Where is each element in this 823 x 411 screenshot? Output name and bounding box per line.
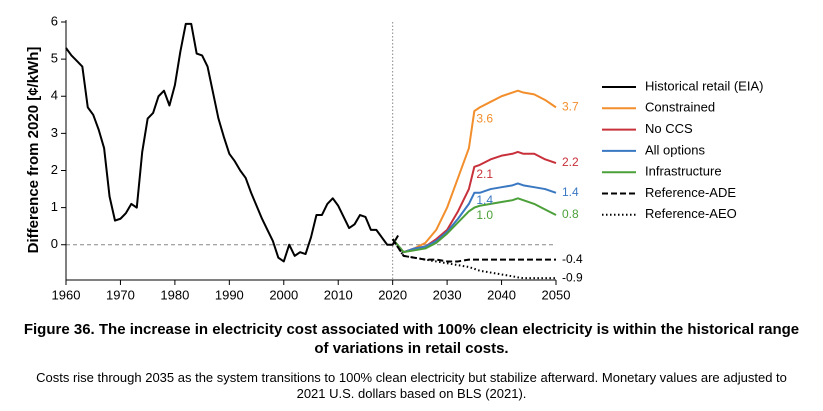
y-tick-label: 6 bbox=[51, 13, 58, 28]
x-tick-label: 1990 bbox=[215, 287, 244, 302]
legend-label: Constrained bbox=[645, 100, 715, 115]
annotation: 1.4 bbox=[562, 185, 579, 199]
annotation: -0.9 bbox=[562, 270, 583, 284]
legend-label: Historical retail (EIA) bbox=[645, 78, 763, 93]
y-tick-label: 5 bbox=[51, 51, 58, 66]
series-line bbox=[65, 22, 399, 263]
x-tick-label: 2010 bbox=[324, 287, 353, 302]
x-tick-label: 1970 bbox=[106, 287, 135, 302]
chart: Difference from 2020 [¢/kWh] 0 1 2 3 4 5 6 1960… bbox=[25, 13, 764, 302]
y-tick-label: 3 bbox=[51, 125, 58, 140]
legend-label: Reference-ADE bbox=[645, 185, 736, 200]
series-line bbox=[391, 238, 556, 280]
y-tick-label: 2 bbox=[51, 162, 58, 177]
series-line bbox=[391, 197, 557, 254]
annotation: 3.7 bbox=[562, 100, 579, 114]
x-tick-label: 1960 bbox=[52, 287, 81, 302]
annotation: 2.1 bbox=[476, 167, 493, 181]
caption-note: Costs rise through 2035 as the system tr… bbox=[36, 370, 787, 401]
x-tick-label: 2050 bbox=[542, 287, 571, 302]
y-tick-label: 1 bbox=[51, 199, 58, 214]
legend-label: Reference-AEO bbox=[645, 206, 737, 221]
y-axis-label: Difference from 2020 [¢/kWh] bbox=[25, 47, 42, 254]
annotation: 3.6 bbox=[476, 111, 493, 125]
y-tick-label: 4 bbox=[51, 88, 58, 103]
legend-label: Infrastructure bbox=[645, 164, 722, 179]
series-line bbox=[391, 182, 557, 254]
x-tick-label: 2000 bbox=[269, 287, 298, 302]
x-tick-label: 2030 bbox=[433, 287, 462, 302]
y-tick-label: 0 bbox=[51, 236, 58, 251]
series-line bbox=[391, 89, 557, 254]
x-tick-label: 2020 bbox=[378, 287, 407, 302]
annotation: 2.2 bbox=[562, 155, 579, 169]
legend-label: No CCS bbox=[645, 121, 693, 136]
legend-label: All options bbox=[645, 142, 705, 157]
annotation: -0.4 bbox=[562, 252, 583, 266]
caption-title: Figure 36. The increase in electricity c… bbox=[23, 321, 800, 357]
annotation: 0.8 bbox=[562, 207, 579, 221]
annotation: 1.4 bbox=[476, 193, 493, 207]
annotation: 1.0 bbox=[476, 208, 493, 222]
x-tick-label: 2040 bbox=[487, 287, 516, 302]
x-tick-label: 1980 bbox=[160, 287, 189, 302]
